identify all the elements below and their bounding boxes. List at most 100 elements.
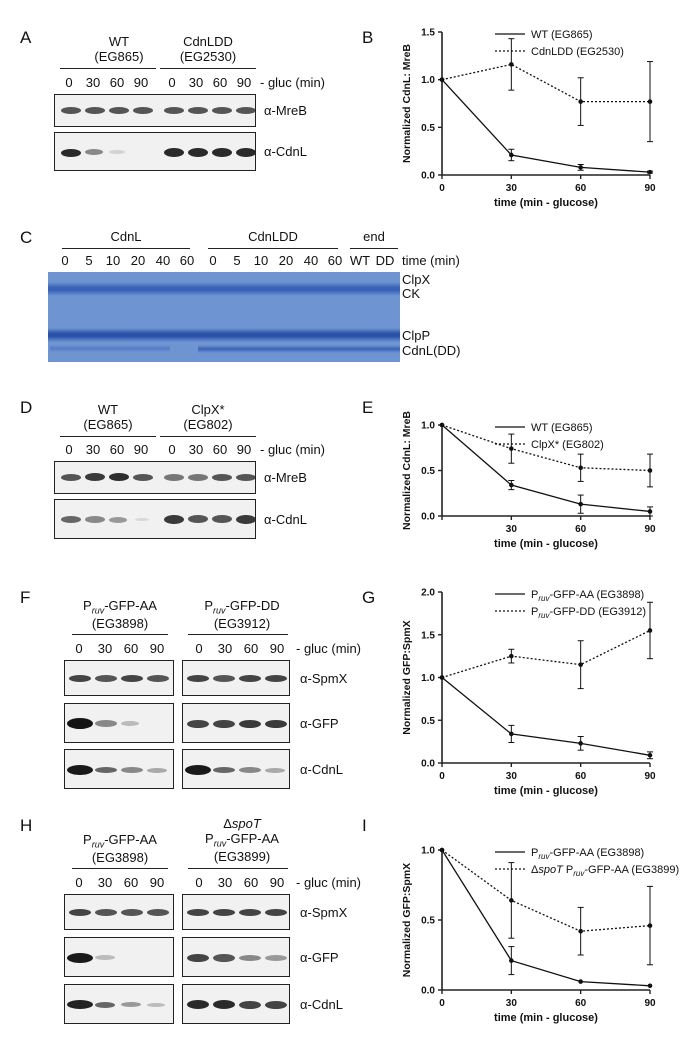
y-tick-label: 0.0 — [421, 759, 435, 770]
panel-letter: C — [20, 228, 33, 247]
x-tick-label: 60 — [575, 998, 587, 1009]
lane-label: 5 — [233, 253, 241, 268]
chart-i: 0.0 0.5 1.0 0 30 60 90 time (min - glucose) Norm… — [401, 846, 679, 1025]
lane-label: 90 — [133, 75, 149, 90]
lane-label: 0 — [209, 253, 217, 268]
lane-label: DD — [375, 253, 395, 268]
y-tick-label: 0.5 — [421, 716, 435, 727]
group-label: ΔspoT Pruv-GFP-AA (EG3899) — [205, 816, 279, 864]
lane-label: 60 — [109, 75, 125, 90]
x-tick-label: 30 — [506, 998, 518, 1009]
lane-label: 0 — [75, 641, 83, 656]
data-point — [647, 99, 653, 104]
panel-letter: A — [20, 28, 32, 47]
legend-entry: Pruv-GFP-AA (EG3898) — [531, 847, 644, 861]
time-axis-label: - gluc (min) — [260, 75, 326, 90]
x-tick-label: 30 — [506, 183, 518, 194]
group-label: ClpX* (EG802) — [183, 402, 233, 432]
x-tick-label: 30 — [506, 524, 518, 535]
x-axis-label: time (min - glucose) — [494, 1012, 598, 1024]
group-underline — [188, 634, 288, 635]
lane-label: 90 — [149, 641, 165, 656]
lane-label: 90 — [269, 641, 285, 656]
western-blot — [182, 937, 290, 977]
group-label: Pruv-GFP-AA (EG3898) — [83, 598, 157, 631]
data-point — [509, 482, 514, 488]
x-axis-label: time (min - glucose) — [494, 785, 598, 797]
group-label: Pruv-GFP-AA (EG3898) — [83, 832, 157, 865]
legend-entry: ΔspoT Pruv-GFP-AA (EG3899) — [531, 864, 679, 878]
time-axis-label: - gluc (min) — [296, 641, 362, 656]
y-tick-label: 1.0 — [421, 673, 435, 684]
group-underline — [208, 248, 338, 249]
data-point — [578, 165, 583, 170]
band-label: CdnL(DD) — [402, 343, 461, 358]
lane-label: 90 — [236, 442, 252, 457]
y-tick-label: 1.5 — [421, 630, 435, 641]
time-axis-label: - gluc (min) — [260, 442, 326, 457]
y-tick-label: 1.0 — [421, 421, 435, 432]
time-axis-label: - gluc (min) — [296, 875, 362, 890]
lane-label: 30 — [97, 641, 113, 656]
lane-labels: 0 30 60 90 0 30 60 90 — [58, 442, 258, 458]
legend-entry: Pruv-GFP-AA (EG3898) — [531, 589, 644, 603]
antibody-label: α-MreB — [264, 103, 307, 118]
panel-letter: B — [362, 28, 374, 47]
antibody-label: α-GFP — [300, 716, 339, 731]
data-point — [578, 465, 583, 471]
series-line — [441, 676, 651, 756]
data-point — [578, 662, 583, 667]
data-point — [509, 446, 514, 451]
western-blot — [182, 660, 290, 696]
western-blot — [54, 499, 256, 539]
lane-label: 90 — [269, 875, 285, 890]
band-label: ClpX — [402, 272, 431, 287]
legend-entry: WT (EG865) — [531, 29, 593, 41]
data-point — [647, 983, 653, 989]
group-label: WT (EG865) — [83, 402, 133, 432]
lane-label: 60 — [327, 253, 343, 268]
chart-b: 0.0 0.5 1.0 1.5 0 30 60 90 time (min - glucose) N… — [401, 28, 656, 210]
y-axis-label: Normalized GFP:SpmX — [401, 863, 413, 977]
western-blot — [64, 749, 174, 789]
data-point — [647, 468, 653, 473]
chart-g: 0.0 0.5 1.0 1.5 2.0 0 30 60 90 time (min - glucos… — [401, 588, 656, 798]
x-tick-label: 60 — [575, 183, 587, 194]
antibody-label: α-CdnL — [264, 512, 307, 527]
series-line — [441, 424, 651, 513]
western-blot — [182, 894, 290, 930]
legend-entry: Pruv-GFP-DD (EG3912) — [531, 606, 646, 620]
group-underline — [72, 868, 168, 869]
lane-label: 60 — [123, 875, 139, 890]
lane-label: 0 — [195, 641, 203, 656]
lane-label: 90 — [149, 875, 165, 890]
data-point — [509, 731, 514, 737]
lane-label: 90 — [133, 442, 149, 457]
western-blot — [64, 894, 174, 930]
group-underline — [72, 634, 168, 635]
data-point — [578, 979, 583, 984]
group-label: WT (EG865) — [94, 34, 144, 64]
group-underline — [160, 436, 256, 437]
legend-entry: ClpX* (EG802) — [531, 439, 604, 451]
group-underline — [188, 868, 288, 869]
group-underline — [60, 68, 156, 69]
x-axis-label: time (min - glucose) — [494, 538, 598, 550]
western-blot — [64, 703, 174, 743]
data-point — [439, 675, 445, 680]
lane-label: WT — [349, 253, 371, 268]
y-tick-label: 1.0 — [421, 75, 435, 86]
lane-label: 60 — [109, 442, 125, 457]
lane-label: 0 — [168, 442, 176, 457]
series-line — [441, 424, 651, 472]
western-blot — [64, 984, 174, 1024]
western-blot — [64, 660, 174, 696]
data-point — [439, 422, 445, 428]
y-tick-label: 2.0 — [421, 588, 435, 599]
lane-label: 30 — [188, 75, 204, 90]
band-label: ClpP — [402, 328, 431, 343]
data-point — [647, 753, 653, 758]
group-underline — [350, 248, 398, 249]
y-tick-label: 0.0 — [421, 986, 435, 997]
